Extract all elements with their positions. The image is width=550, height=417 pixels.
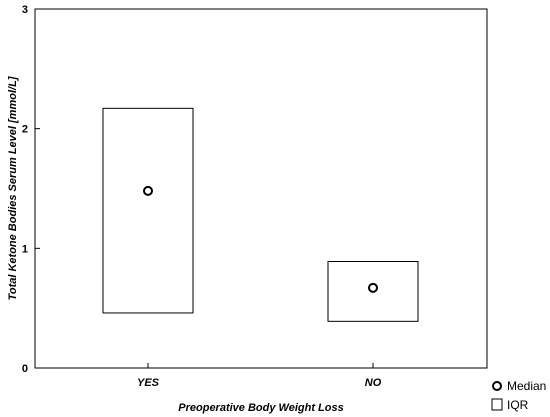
y-tick-label: 2 [22,124,28,136]
y-tick-label: 1 [22,243,28,255]
y-tick-label: 3 [22,4,28,16]
median-markers [143,185,378,293]
median-marker-yes [143,185,153,196]
iqr-box-yes [102,107,194,314]
x-axis-title: Preoperative Body Weight Loss [178,402,343,414]
chart-legend: Median IQR [491,379,546,412]
median-marker-no [368,282,378,293]
x-axis-ticks: YES NO [137,363,382,389]
y-axis-ticks: 0 1 2 3 [22,4,40,375]
y-axis-title: Total Ketone Bodies Serum Level [mmol/L] [7,76,19,300]
legend-iqr-square-icon [491,398,503,411]
legend-iqr-label: IQR [507,398,529,412]
y-tick-label: 0 [22,363,28,375]
plot-area-frame [34,8,488,369]
x-category-label: YES [137,377,160,389]
legend-median-label: Median [507,379,546,393]
x-category-label: NO [365,377,382,389]
legend-median-circle-icon [492,381,502,391]
iqr-boxes [102,107,419,322]
